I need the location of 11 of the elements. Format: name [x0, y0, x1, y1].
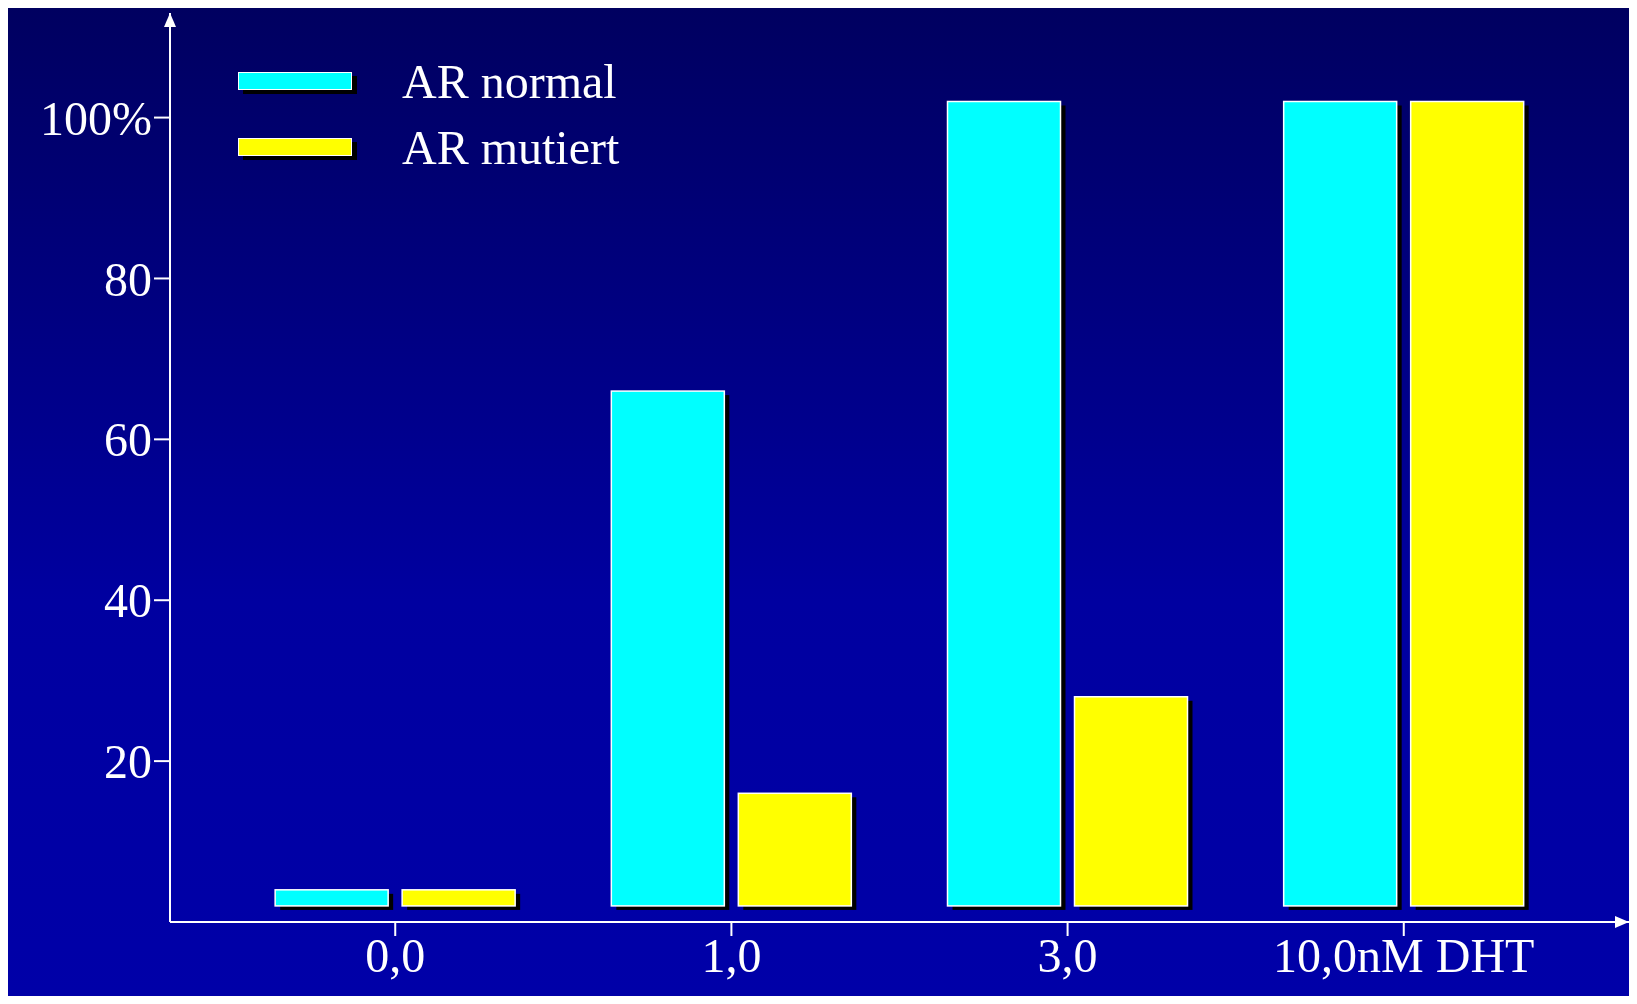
x-tick-label: 1,0	[701, 929, 762, 983]
x-tick-label: 0,0	[365, 929, 426, 983]
y-tick-label: 60	[104, 413, 152, 467]
y-tick-label: 20	[104, 735, 152, 789]
legend-label: AR normal	[402, 53, 617, 109]
legend-label: AR mutiert	[402, 119, 620, 175]
y-tick-label: 40	[104, 574, 152, 628]
y-tick-label: 100%	[40, 91, 152, 145]
y-tick-label: 80	[104, 252, 152, 306]
x-tick-label: 3,0	[1037, 929, 1098, 983]
x-tick-label: 10,0nM DHT	[1273, 929, 1535, 983]
